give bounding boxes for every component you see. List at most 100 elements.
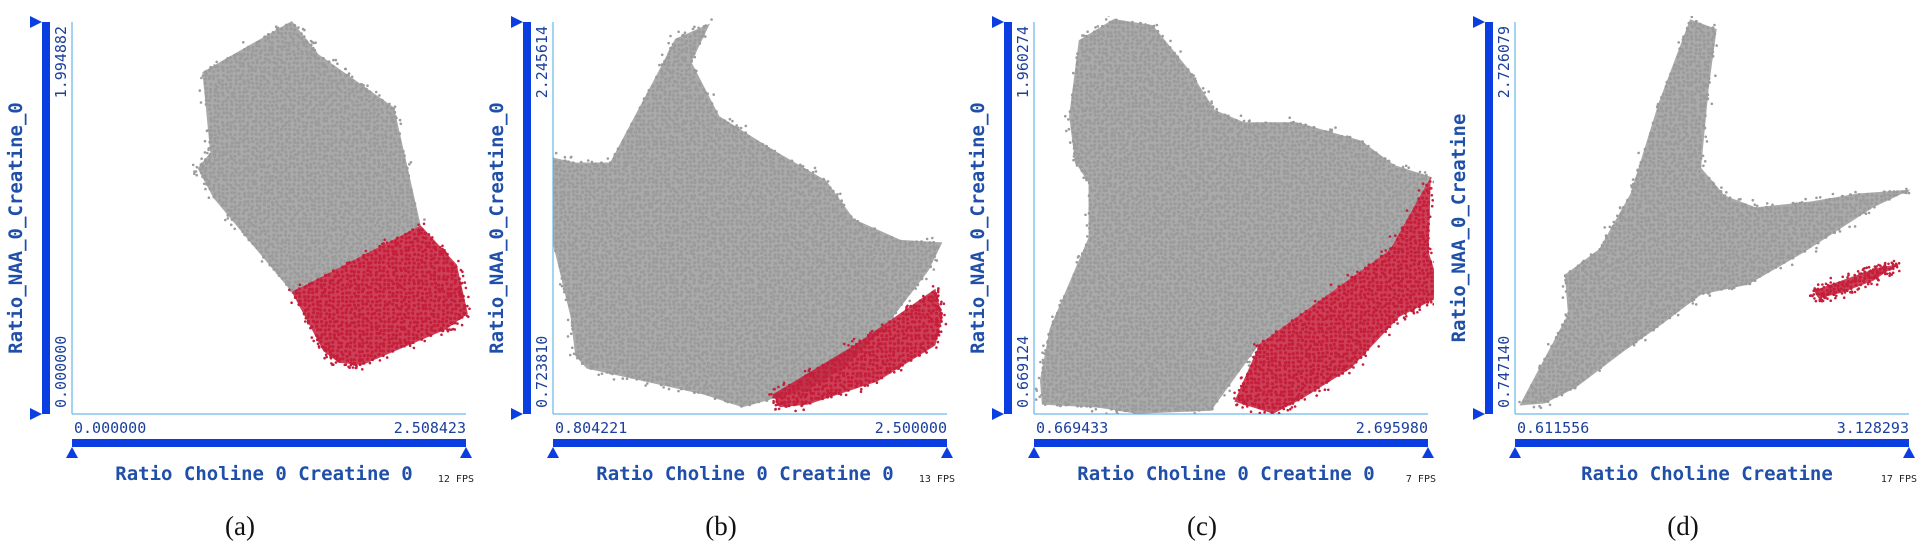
data-point [213, 64, 216, 67]
data-point [259, 111, 263, 115]
data-point [554, 194, 558, 198]
data-point [305, 190, 309, 195]
data-point [713, 220, 717, 224]
data-point [254, 209, 258, 213]
data-point [232, 95, 237, 99]
data-point [575, 189, 579, 194]
data-point [279, 65, 283, 69]
data-point [206, 151, 209, 155]
data-point [406, 174, 411, 178]
data-point [562, 164, 566, 168]
data-point [368, 220, 372, 224]
x-slider-max-handle[interactable] [941, 447, 953, 458]
data-point [671, 215, 675, 219]
x-slider-max-handle[interactable] [460, 447, 472, 458]
data-point [723, 138, 727, 143]
data-point [575, 214, 579, 218]
y-slider-min-handle[interactable] [511, 408, 523, 420]
data-point [262, 196, 267, 200]
data-point [374, 321, 378, 325]
data-point [694, 206, 698, 210]
data-point [377, 187, 381, 191]
x-slider-min-handle[interactable] [547, 447, 559, 458]
x-range-slider[interactable] [547, 439, 953, 458]
data-point [322, 163, 326, 167]
data-point [738, 159, 742, 163]
data-point [719, 156, 723, 160]
data-point [442, 274, 446, 278]
data-point [668, 219, 672, 224]
data-point [668, 206, 672, 210]
data-point [329, 170, 333, 174]
data-point [440, 320, 444, 324]
data-point [317, 208, 322, 213]
data-point [656, 224, 660, 228]
x-slider-min-handle[interactable] [66, 447, 78, 458]
data-point [705, 202, 709, 206]
data-point [345, 332, 349, 336]
data-point [359, 220, 363, 224]
data-point [353, 344, 357, 348]
data-point [305, 39, 308, 43]
data-point [384, 119, 388, 123]
data-point [684, 168, 688, 172]
data-point [292, 224, 296, 228]
data-point [353, 337, 357, 341]
data-point [310, 87, 314, 91]
data-point [667, 52, 671, 56]
data-point [633, 177, 637, 181]
data-point [325, 215, 329, 219]
data-point [296, 74, 300, 78]
data-point [220, 83, 224, 87]
data-point [419, 245, 423, 249]
data-point [425, 244, 429, 249]
data-point [280, 157, 284, 161]
data-point [735, 219, 739, 223]
data-point [375, 221, 380, 225]
y-range-slider[interactable] [30, 16, 50, 420]
y-slider-track[interactable] [42, 22, 50, 414]
data-point [588, 226, 593, 230]
y-range-slider[interactable] [511, 16, 531, 420]
data-point [325, 83, 329, 87]
data-point [351, 87, 355, 91]
data-point [365, 324, 369, 328]
data-point [395, 290, 399, 295]
y-slider-min-handle[interactable] [30, 408, 42, 420]
data-point [300, 242, 304, 247]
data-point [332, 282, 336, 287]
data-point [638, 159, 642, 163]
y-slider-max-handle[interactable] [30, 16, 42, 28]
data-point [327, 341, 331, 345]
x-range-slider[interactable] [66, 439, 472, 458]
data-point [755, 223, 759, 227]
data-point [721, 223, 725, 227]
data-point [449, 316, 453, 321]
data-point [221, 191, 225, 196]
x-slider-track[interactable] [553, 439, 947, 447]
data-point [267, 220, 271, 224]
data-point [330, 203, 334, 207]
data-point [651, 214, 655, 218]
data-point [446, 266, 450, 270]
data-point [193, 172, 196, 175]
data-point [614, 190, 618, 194]
y-slider-track[interactable] [523, 22, 531, 414]
data-point [416, 290, 420, 295]
data-point [386, 249, 390, 253]
data-point [353, 282, 357, 286]
data-point [332, 270, 336, 273]
data-point [198, 89, 202, 92]
data-point [679, 109, 683, 114]
data-point [559, 218, 563, 222]
data-point [685, 106, 689, 110]
data-point [420, 240, 424, 244]
x-slider-track[interactable] [72, 439, 466, 447]
data-point [274, 90, 278, 94]
y-slider-max-handle[interactable] [511, 16, 523, 28]
data-point [315, 290, 319, 294]
data-point [350, 220, 355, 224]
data-point [352, 278, 357, 282]
data-point [285, 280, 289, 284]
data-point [258, 242, 262, 246]
